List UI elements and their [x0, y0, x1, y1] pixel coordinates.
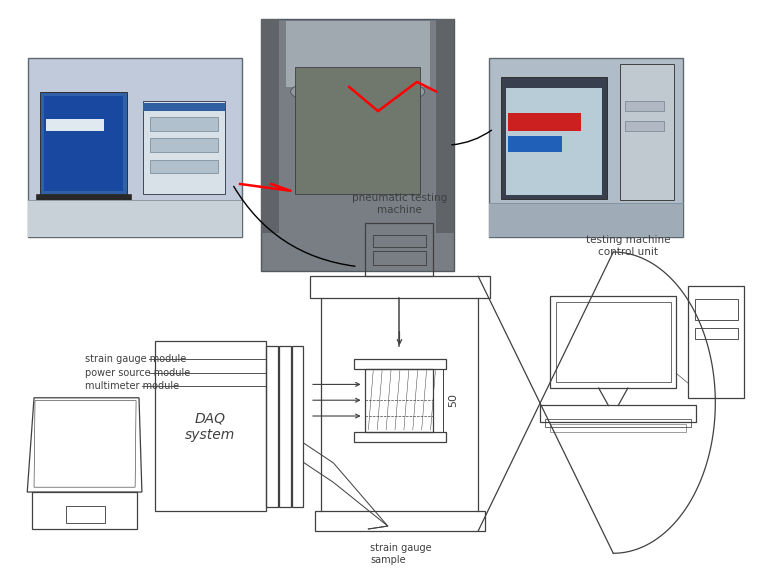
FancyBboxPatch shape — [508, 136, 562, 152]
Ellipse shape — [290, 77, 424, 106]
Text: DAQ
system: DAQ system — [185, 412, 235, 442]
FancyBboxPatch shape — [28, 58, 242, 238]
Text: sample: sample — [370, 555, 406, 565]
Text: strain gauge module: strain gauge module — [85, 354, 186, 364]
Text: strain gauge: strain gauge — [370, 543, 432, 552]
FancyBboxPatch shape — [36, 194, 131, 201]
FancyBboxPatch shape — [507, 88, 602, 195]
FancyBboxPatch shape — [489, 203, 684, 238]
Text: power source module: power source module — [85, 368, 190, 377]
Text: testing machine
control unit: testing machine control unit — [586, 235, 670, 257]
Text: pneumatic testing
machine: pneumatic testing machine — [352, 193, 447, 215]
Text: multimeter module: multimeter module — [85, 381, 179, 391]
FancyBboxPatch shape — [28, 201, 242, 238]
Text: 50: 50 — [448, 393, 458, 407]
FancyBboxPatch shape — [501, 77, 607, 198]
FancyBboxPatch shape — [620, 64, 674, 201]
FancyBboxPatch shape — [489, 58, 684, 238]
FancyBboxPatch shape — [261, 19, 454, 271]
FancyBboxPatch shape — [437, 19, 454, 233]
FancyBboxPatch shape — [43, 96, 123, 191]
FancyBboxPatch shape — [46, 119, 104, 131]
FancyBboxPatch shape — [261, 19, 279, 233]
FancyBboxPatch shape — [625, 121, 664, 131]
FancyBboxPatch shape — [149, 139, 218, 152]
FancyBboxPatch shape — [296, 67, 420, 194]
FancyBboxPatch shape — [625, 101, 664, 111]
FancyBboxPatch shape — [286, 21, 430, 87]
FancyBboxPatch shape — [143, 103, 226, 111]
FancyBboxPatch shape — [143, 101, 226, 194]
FancyBboxPatch shape — [149, 117, 218, 131]
FancyBboxPatch shape — [40, 92, 127, 194]
FancyBboxPatch shape — [149, 160, 218, 173]
FancyBboxPatch shape — [508, 113, 581, 131]
